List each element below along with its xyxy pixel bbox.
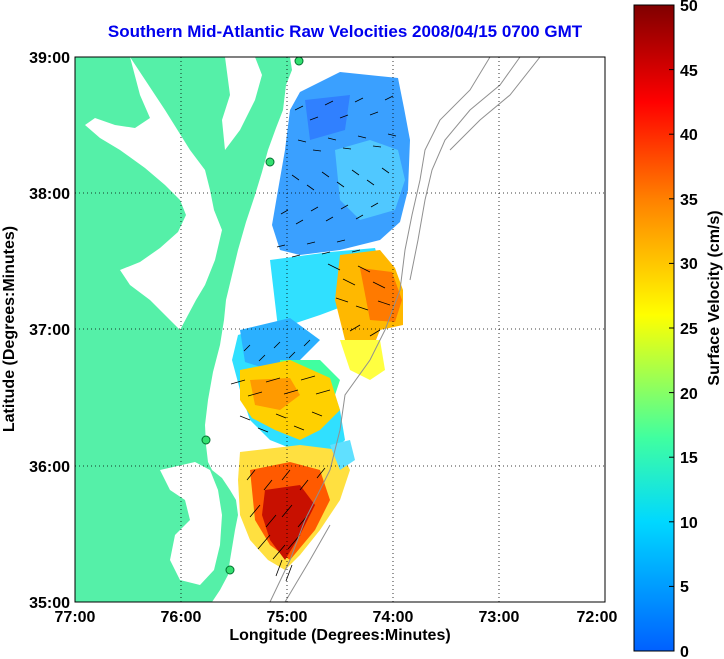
land-mass: [75, 57, 292, 602]
colorbar-tick: 20: [680, 386, 698, 403]
lon-tick: 73:00: [479, 609, 520, 626]
colorbar-tick: 40: [680, 127, 698, 144]
station-markers: [201, 57, 304, 575]
station-marker-mid-south: [201, 435, 211, 445]
lon-tick: 74:00: [373, 609, 414, 626]
colorbar-tick: 50: [680, 0, 698, 15]
y-axis-label: Latitude (Degrees:Minutes): [1, 226, 18, 432]
station-marker-south: [225, 565, 235, 575]
colorbar-tick: 35: [680, 192, 698, 209]
lat-tick-labels: 39:00 38:00 37:00 36:00 35:00: [29, 50, 70, 612]
lon-tick: 72:00: [577, 609, 618, 626]
station-marker-mid-north: [265, 157, 275, 167]
colorbar-ticks: [669, 4, 674, 652]
colorbar: [633, 4, 675, 652]
colorbar-tick: 0: [680, 644, 689, 659]
lon-tick-labels: 77:00 76:00 75:00 74:00 73:00 72:00: [55, 609, 618, 626]
colorbar-tick: 15: [680, 450, 698, 467]
lat-tick: 39:00: [29, 50, 70, 67]
colorbar-label: Surface Velocity (cm/s): [706, 210, 723, 385]
lat-tick: 38:00: [29, 186, 70, 203]
colorbar-tick: 10: [680, 515, 698, 532]
lat-tick: 37:00: [29, 322, 70, 339]
map-title: Southern Mid-Atlantic Raw Velocities 200…: [107, 22, 583, 41]
delaware-bay: [222, 57, 262, 150]
map-grid: [75, 57, 605, 602]
chesapeake-bay: [85, 57, 222, 330]
lon-tick: 76:00: [161, 609, 202, 626]
colorbar-tick-labels: 50 45 40 35 30 25 20 15 10 5 0: [680, 0, 698, 659]
lat-tick: 35:00: [29, 595, 70, 612]
vector-arrows: [230, 95, 397, 582]
lon-tick: 75:00: [267, 609, 308, 626]
velocity-field: [232, 72, 410, 570]
lon-tick: 77:00: [55, 609, 96, 626]
colorbar-tick: 45: [680, 63, 698, 80]
colorbar-tick: 30: [680, 256, 698, 273]
pamlico-sound: [160, 462, 222, 585]
bathymetry-contours: [269, 57, 541, 602]
plot-frame: [74, 56, 606, 603]
colorbar-tick: 25: [680, 321, 698, 338]
x-axis-label: Longitude (Degrees:Minutes): [229, 627, 450, 644]
lat-tick: 36:00: [29, 459, 70, 476]
colorbar-tick: 5: [680, 579, 689, 596]
station-marker-north: [294, 57, 304, 66]
